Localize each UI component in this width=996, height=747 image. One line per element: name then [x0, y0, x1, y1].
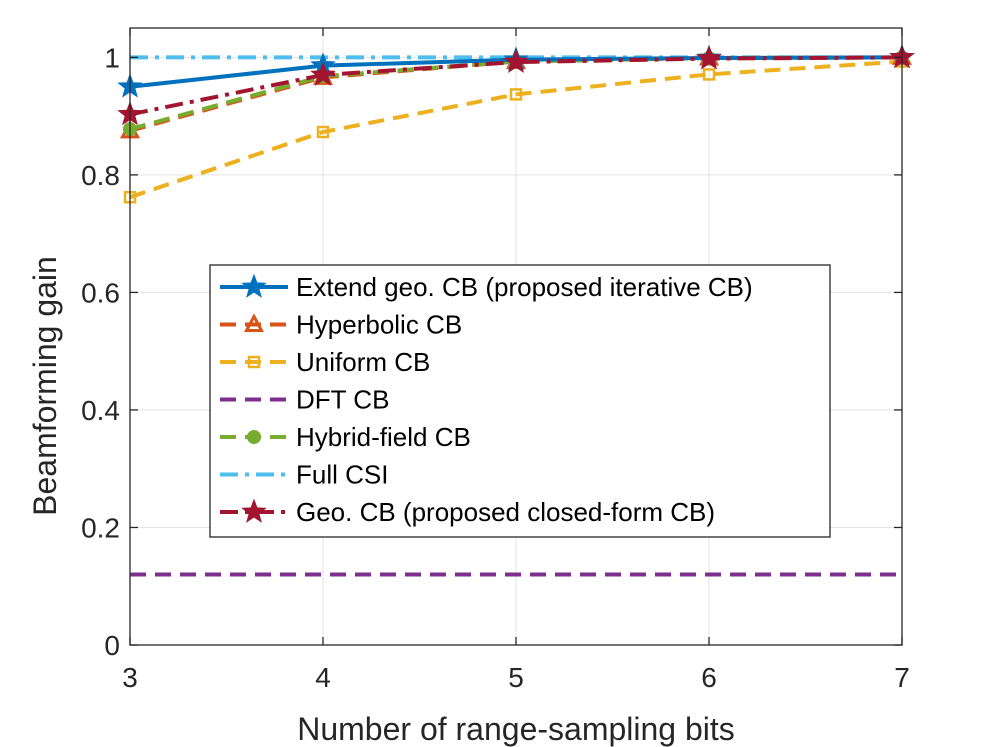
legend-box: [209, 264, 831, 538]
data-point: [696, 45, 722, 70]
x-tick-label: 4: [315, 662, 331, 693]
y-tick-label: 0.6: [81, 277, 120, 308]
data-point: [310, 61, 336, 86]
data-point: [503, 48, 529, 73]
x-tick-label: 3: [122, 662, 138, 693]
legend-label: Extend geo. CB (proposed iterative CB): [296, 272, 753, 302]
y-tick-label: 0: [104, 630, 120, 661]
x-axis-label: Number of range-sampling bits: [297, 711, 735, 747]
legend-label: DFT CB: [296, 385, 389, 415]
y-tick-label: 0.4: [81, 395, 120, 426]
x-tick-label: 7: [894, 662, 910, 693]
legend-entry: Hybrid-field CB: [220, 422, 471, 452]
y-tick-label: 1: [104, 42, 120, 73]
legend-entry: Extend geo. CB (proposed iterative CB): [220, 272, 753, 302]
data-point: [509, 88, 523, 101]
legend-entry: DFT CB: [220, 385, 389, 415]
y-tick-label: 0.2: [81, 512, 120, 543]
legend-entry: Full CSI: [220, 460, 388, 490]
legend-marker: [247, 355, 261, 369]
legend-label: Uniform CB: [296, 347, 430, 377]
legend-label: Geo. CB (proposed closed-form CB): [296, 497, 715, 527]
data-point: [702, 68, 716, 81]
series-line: [129, 59, 903, 200]
legend-marker: [247, 430, 261, 444]
axes: 3 4 5 6 7 0 0.2 0.4 0.6 0.8 1: [81, 28, 910, 693]
legend-label: Hyperbolic CB: [296, 310, 462, 340]
legend-marker: [241, 273, 267, 298]
y-tick-label: 0.8: [81, 160, 120, 191]
y-axis-label: Beamforming gain: [27, 256, 63, 516]
legend-entry: Geo. CB (proposed closed-form CB): [220, 497, 715, 527]
data-point: [316, 125, 330, 139]
legend: Extend geo. CB (proposed iterative CB) Hy…: [209, 264, 831, 538]
legend-marker: [243, 313, 265, 332]
legend-entry: Hyperbolic CB: [220, 310, 462, 340]
legend-label: Hybrid-field CB: [296, 422, 471, 452]
legend-entry: Uniform CB: [220, 347, 430, 377]
x-tick-label: 5: [508, 662, 524, 693]
legend-label: Full CSI: [296, 460, 388, 490]
legend-marker: [241, 498, 267, 523]
x-tick-label: 6: [701, 662, 717, 693]
